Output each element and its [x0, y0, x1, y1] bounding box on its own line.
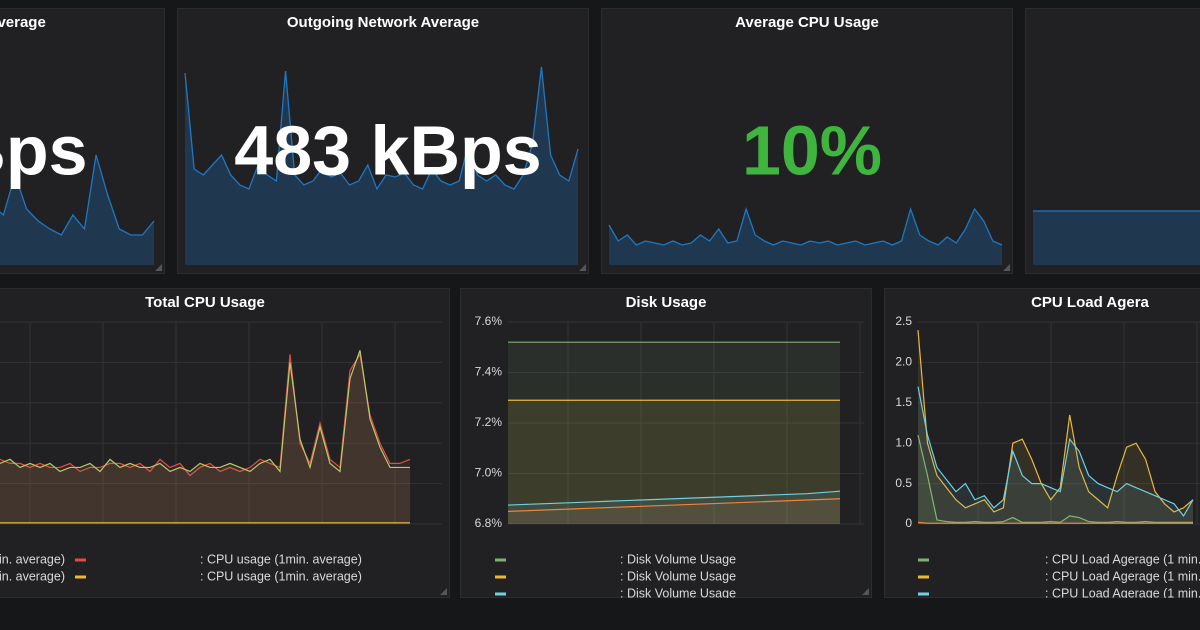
y-tick-label: 2.5	[895, 314, 912, 328]
series-fill	[508, 491, 840, 524]
series-line	[0, 350, 410, 473]
series-fill	[0, 350, 410, 524]
series-line	[0, 352, 411, 477]
y-tick-label: 0	[905, 516, 912, 530]
panel-bg	[601, 8, 1013, 274]
panel-bg	[460, 288, 872, 598]
panel-title: Total CPU Usage	[145, 294, 265, 311]
legend-label: : CPU Load Agerage (1 min. average)	[1045, 569, 1200, 583]
sparkline	[184, 66, 579, 191]
panel: Disk Usage 6.8% 7.0% 7.2% 7.4% 7.6% : Disk Vol…	[460, 288, 872, 600]
y-tick-label: 7.0%	[475, 466, 503, 480]
resize-handle	[579, 264, 586, 271]
y-tick-label: 2.0	[895, 355, 912, 369]
series-line	[917, 330, 1194, 513]
panel-title: Disk Usage	[626, 294, 707, 311]
sparkline-fill	[185, 67, 578, 265]
panel: Outgoing Network Average 483 kBps	[177, 8, 589, 274]
series-fill	[508, 498, 840, 524]
panel-title: Average CPU Usage	[735, 14, 879, 31]
legend-label: : Disk Volume Usage	[620, 569, 736, 583]
y-tick-label: 0.5	[895, 476, 912, 490]
panel: Total CPU Usage01020304050min. average)m…	[0, 288, 450, 598]
series-line	[507, 490, 841, 506]
series-line	[917, 434, 1193, 523]
series-fill	[918, 386, 1193, 524]
panel: Average CPU Usage 10%	[601, 8, 1013, 274]
legend-label: : Disk Volume Usage	[620, 586, 736, 600]
legend-label: : CPU usage (1min. average)	[200, 552, 362, 566]
panel-title: CPU Load Agera	[1031, 294, 1149, 311]
resize-handle	[440, 588, 447, 595]
stat-value: 483 kBps	[234, 111, 541, 189]
y-tick-label: 7.2%	[475, 415, 503, 429]
resize-handle	[155, 264, 162, 271]
sparkline-fill	[609, 209, 1002, 265]
series-fill	[508, 400, 840, 524]
y-tick-label: 7.6%	[475, 314, 503, 328]
resize-handle	[862, 588, 869, 595]
sparkline	[0, 154, 155, 236]
series-line	[917, 386, 1194, 517]
legend-label: : CPU Load Agerage (1 min. average)	[1045, 586, 1200, 600]
y-tick-label: 7.4%	[475, 365, 503, 379]
resize-handle	[1003, 264, 1010, 271]
sparkline-fill	[0, 155, 154, 265]
legend-label: : Disk Volume Usage	[620, 552, 736, 566]
panel: Average Bps	[0, 8, 165, 274]
series-fill	[0, 354, 410, 524]
legend-label: min. average)	[0, 552, 65, 566]
legend-label: : CPU Load Agerage (1 min. average)	[1045, 552, 1200, 566]
panel-title: Average	[0, 14, 46, 31]
panel: CPU Load Agera 0 0.5 1.0 1.5 2.0 2.5 : CPU Load…	[884, 288, 1200, 600]
series-line	[917, 521, 1193, 524]
y-tick-label: 6.8%	[475, 516, 503, 530]
series-fill	[918, 330, 1193, 524]
legend-label: min. average)	[0, 569, 65, 583]
y-tick-label: 1.5	[895, 395, 912, 409]
legend-label: : CPU usage (1min. average)	[200, 569, 362, 583]
stat-value: 10%	[742, 111, 882, 189]
series-fill	[508, 342, 840, 524]
sparkline-fill	[1033, 211, 1200, 265]
panel: ELB Atta	[1025, 8, 1200, 274]
sparkline	[608, 206, 1003, 246]
stat-value: Bps	[0, 111, 88, 189]
series-line	[507, 498, 841, 512]
y-tick-label: 1.0	[895, 435, 912, 449]
panel-title: Outgoing Network Average	[287, 14, 479, 31]
